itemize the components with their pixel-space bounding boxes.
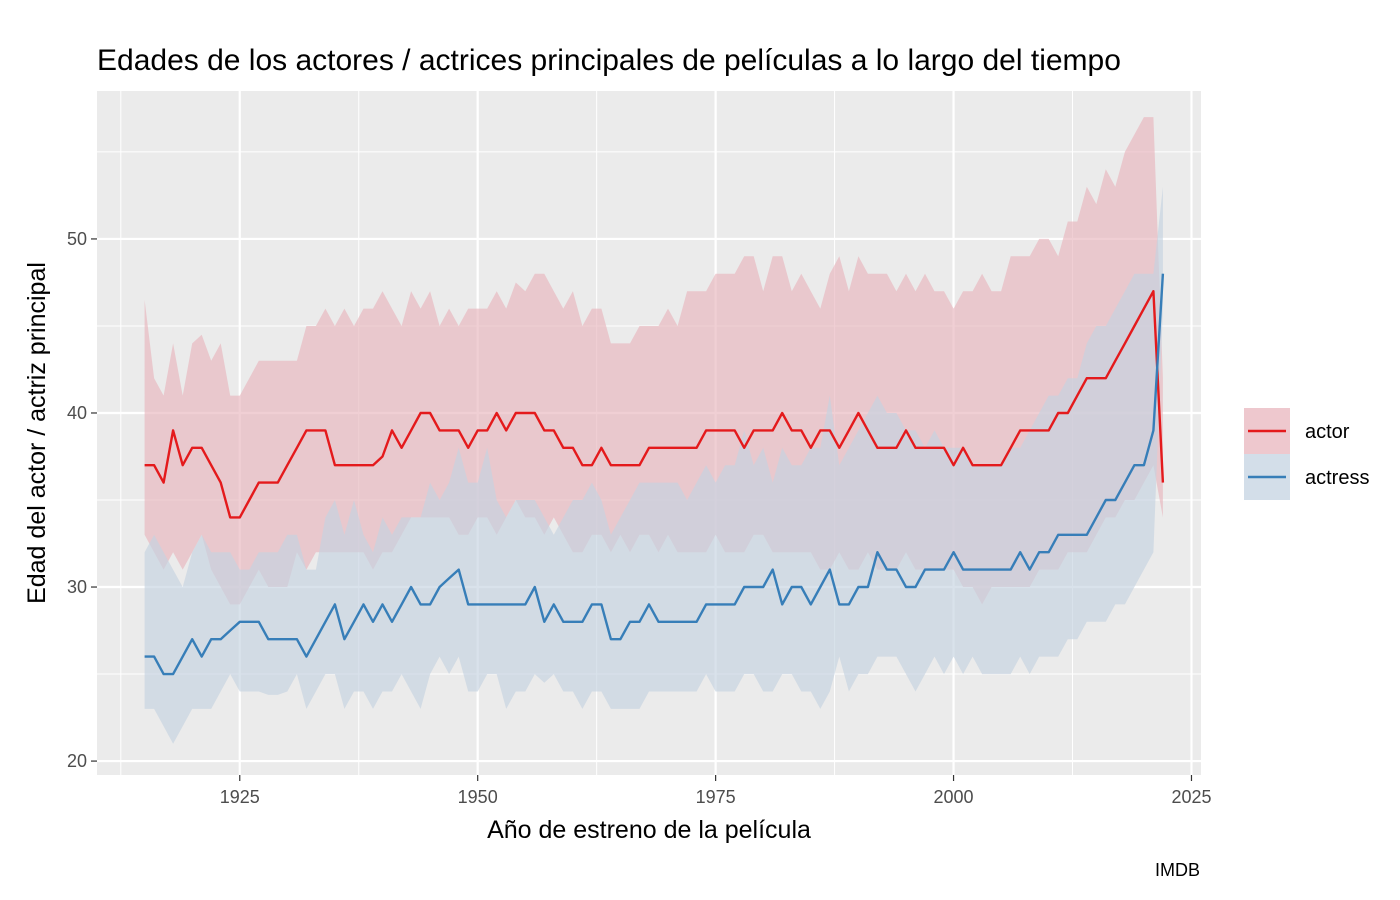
x-axis: 1925 1950 1975 2000 2025 bbox=[220, 775, 1212, 807]
legend-label-actress: actress bbox=[1305, 467, 1369, 489]
confidence-bands bbox=[144, 117, 1163, 744]
x-tick-label: 1950 bbox=[458, 787, 498, 807]
chart-title: Edades de los actores / actrices princip… bbox=[97, 44, 1121, 77]
series-lines bbox=[144, 273, 1165, 676]
x-tick-label: 2000 bbox=[934, 787, 974, 807]
x-axis-title: Año de estreno de la película bbox=[487, 816, 811, 844]
y-tick-label: 40 bbox=[67, 403, 87, 423]
x-tick-label: 1975 bbox=[696, 787, 736, 807]
y-axis: 20 30 40 50 bbox=[67, 229, 97, 771]
caption: IMDB bbox=[1155, 860, 1200, 880]
line-actor bbox=[144, 290, 1165, 519]
y-tick-label: 30 bbox=[67, 577, 87, 597]
band-actress bbox=[144, 186, 1163, 744]
x-tick-label: 2025 bbox=[1171, 787, 1211, 807]
y-axis-title: Edad del actor / actriz principal bbox=[23, 262, 51, 604]
y-tick-label: 20 bbox=[67, 751, 87, 771]
legend: actor actress bbox=[1244, 408, 1369, 500]
line-actress bbox=[144, 273, 1165, 676]
x-tick-label: 1925 bbox=[220, 787, 260, 807]
legend-label-actor: actor bbox=[1305, 421, 1350, 443]
y-tick-label: 50 bbox=[67, 229, 87, 249]
